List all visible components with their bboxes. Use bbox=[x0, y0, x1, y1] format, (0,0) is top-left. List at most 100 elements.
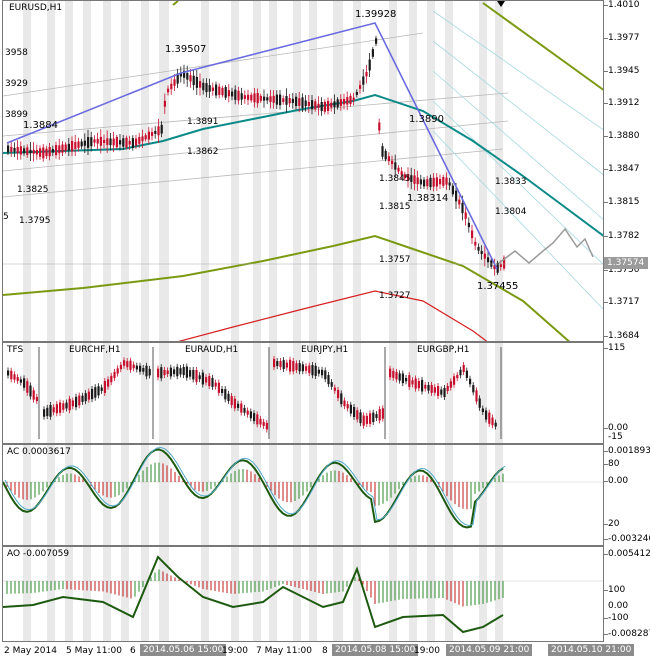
candle bbox=[471, 230, 474, 239]
price-label: 1.3847 bbox=[608, 164, 640, 174]
candle bbox=[211, 87, 214, 91]
session-band bbox=[47, 445, 55, 545]
label-high: 1.39928 bbox=[355, 9, 397, 20]
session-band bbox=[479, 1, 487, 341]
tfs-candle bbox=[249, 411, 252, 419]
tfs-candle bbox=[389, 368, 392, 378]
tfs-candle bbox=[259, 418, 262, 425]
candle bbox=[432, 177, 435, 187]
ao-axis-label: 0.005412 bbox=[608, 549, 650, 559]
candle bbox=[285, 95, 288, 105]
candle bbox=[221, 87, 224, 96]
candle bbox=[122, 138, 125, 147]
candle bbox=[407, 174, 410, 181]
tfs-candle bbox=[160, 367, 163, 379]
label-a8: 1.3804 bbox=[495, 207, 527, 217]
tfs-candle bbox=[71, 400, 74, 407]
tfs-candle bbox=[240, 403, 243, 413]
session-band bbox=[427, 445, 435, 545]
main-price-axis[interactable]: 1.4010 1.3977 1.3945 1.3912 1.3880 1.384… bbox=[604, 0, 650, 342]
tfs-candle bbox=[192, 369, 195, 380]
time-label-highlight: 2014.05.10 21:00 bbox=[548, 644, 635, 656]
tfs-candle bbox=[437, 386, 440, 396]
tfs-candle bbox=[59, 402, 62, 413]
main-chart-panel[interactable]: EURUSD,H1 1.39928 1.39507 1.3884 1.3891 … bbox=[2, 0, 604, 342]
candle bbox=[237, 90, 240, 101]
session-band bbox=[83, 343, 91, 443]
candle bbox=[474, 241, 477, 246]
candle bbox=[19, 146, 22, 155]
tfs-candle bbox=[29, 385, 32, 397]
candle bbox=[467, 222, 470, 228]
candle bbox=[266, 97, 269, 101]
candle bbox=[128, 140, 131, 145]
red-band bbox=[178, 290, 488, 341]
candle bbox=[442, 177, 445, 186]
candle bbox=[224, 87, 227, 98]
time-axis[interactable]: 2 May 2014 5 May 11:00 6 2014.05.06 15:0… bbox=[0, 642, 650, 660]
label-a1: 1.3884 bbox=[23, 120, 58, 131]
fan-line bbox=[432, 10, 603, 131]
tfs-candle bbox=[195, 370, 198, 382]
ac-axis-label: 20 bbox=[608, 519, 620, 529]
ac-axis-label: 80 bbox=[608, 459, 620, 469]
tfs-panel[interactable]: TFS EURCHF,H1 EURAUD,H1 EURJPY,H1 EURGBP… bbox=[2, 342, 604, 444]
candle bbox=[352, 97, 355, 101]
tfs-candle bbox=[189, 370, 192, 377]
candle bbox=[317, 103, 320, 108]
label-a4: 1.3890 bbox=[409, 114, 444, 125]
tfs-candle bbox=[346, 404, 349, 409]
candle bbox=[333, 101, 336, 108]
tfs-candle bbox=[446, 385, 449, 392]
session-band bbox=[103, 547, 111, 641]
projection-line bbox=[498, 227, 594, 264]
candle bbox=[487, 257, 490, 263]
main-chart-canvas bbox=[3, 1, 603, 341]
session-band bbox=[409, 343, 417, 443]
tfs-candle bbox=[305, 366, 308, 371]
tfs-candle bbox=[392, 370, 395, 378]
ao-axis-label: 0.00 bbox=[608, 601, 629, 611]
tfs-candle bbox=[308, 365, 311, 374]
label-l2: 3929 bbox=[5, 79, 28, 89]
candle bbox=[29, 149, 32, 154]
session-band bbox=[159, 1, 169, 341]
candle bbox=[330, 102, 333, 108]
current-price-marker: 1.37574 bbox=[604, 257, 648, 269]
candle bbox=[192, 75, 195, 86]
envelope-top bbox=[172, 1, 179, 6]
tfs-candle bbox=[359, 412, 362, 424]
candle bbox=[179, 72, 182, 77]
tfs-candle bbox=[430, 384, 433, 393]
ao-axis-label: 100 bbox=[608, 585, 626, 595]
candle bbox=[167, 88, 170, 93]
candle bbox=[448, 182, 451, 186]
session-band bbox=[353, 343, 361, 443]
tfs-candle bbox=[282, 360, 285, 370]
tfs-candle bbox=[465, 370, 468, 378]
session-band bbox=[201, 445, 209, 545]
session-band bbox=[23, 547, 31, 641]
session-band bbox=[309, 343, 317, 443]
candle bbox=[138, 136, 141, 144]
candle bbox=[362, 76, 365, 85]
candle bbox=[419, 179, 422, 185]
candle bbox=[307, 101, 310, 106]
tfs-candle bbox=[424, 384, 427, 389]
session-band bbox=[409, 445, 417, 545]
ao-panel[interactable]: AO -0.007059 bbox=[2, 546, 604, 642]
tfs-candle bbox=[375, 414, 378, 418]
candle bbox=[55, 145, 58, 156]
candle bbox=[39, 148, 42, 157]
candle bbox=[243, 95, 246, 99]
tfs-candle bbox=[317, 369, 320, 374]
candle bbox=[151, 132, 154, 136]
session-band bbox=[353, 547, 361, 641]
candle bbox=[16, 146, 19, 154]
tfs-axis-label: -15 bbox=[608, 432, 623, 442]
price-label: 1.3815 bbox=[608, 197, 640, 207]
time-label-highlight: 2014.05.09 21:00 bbox=[446, 644, 533, 656]
session-band bbox=[121, 343, 129, 443]
ac-panel[interactable]: AC 0.0003617 bbox=[2, 444, 604, 546]
tfs-candle bbox=[365, 415, 368, 424]
